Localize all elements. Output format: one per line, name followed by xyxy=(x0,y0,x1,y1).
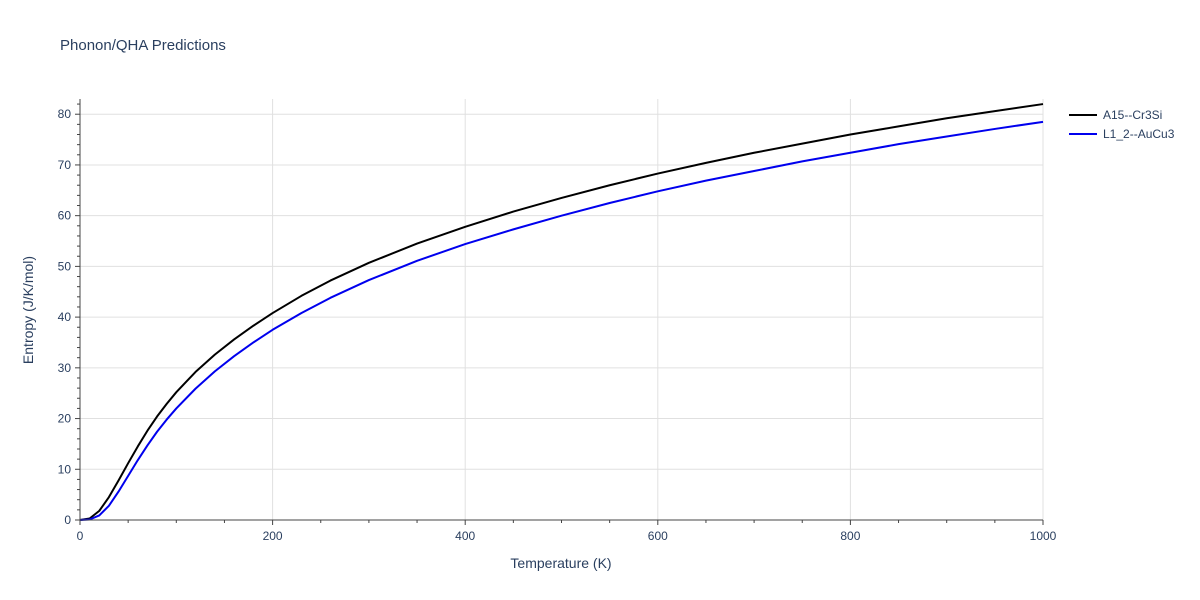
legend-item-2[interactable]: L1_2--AuCu3 xyxy=(1069,127,1175,141)
chart-title: Phonon/QHA Predictions xyxy=(60,37,226,54)
series-layer xyxy=(79,103,1044,521)
axes-layer: 0 200 400 600 800 1000 0 10 20 30 40 50 60 70 80 xyxy=(58,99,1057,543)
y-axis-title: Entropy (J/K/mol) xyxy=(20,256,36,364)
y-tick-label: 0 xyxy=(64,513,71,527)
grid-layer xyxy=(80,99,1044,520)
x-tick-label: 400 xyxy=(455,529,475,543)
y-tick-label: 20 xyxy=(58,412,72,426)
x-tick-label: 600 xyxy=(648,529,668,543)
legend-label: A15--Cr3Si xyxy=(1103,108,1162,122)
y-tick-label: 60 xyxy=(58,209,72,223)
x-tick-label: 200 xyxy=(263,529,283,543)
y-tick-label: 10 xyxy=(58,462,72,476)
legend[interactable]: A15--Cr3Si L1_2--AuCu3 xyxy=(1069,108,1175,141)
y-tick-label: 40 xyxy=(58,310,72,324)
series-line-1 xyxy=(79,103,1044,521)
y-tick-label: 50 xyxy=(58,259,72,273)
x-tick-label: 0 xyxy=(77,529,84,543)
y-tick-label: 30 xyxy=(58,361,72,375)
y-tick-label: 70 xyxy=(58,158,72,172)
x-axis-title: Temperature (K) xyxy=(510,555,611,571)
x-tick-label: 1000 xyxy=(1030,529,1057,543)
y-tick-label: 80 xyxy=(58,107,72,121)
legend-label: L1_2--AuCu3 xyxy=(1103,127,1175,141)
x-tick-label: 800 xyxy=(840,529,860,543)
legend-item-1[interactable]: A15--Cr3Si xyxy=(1069,108,1162,122)
series-line-2 xyxy=(79,120,1044,521)
